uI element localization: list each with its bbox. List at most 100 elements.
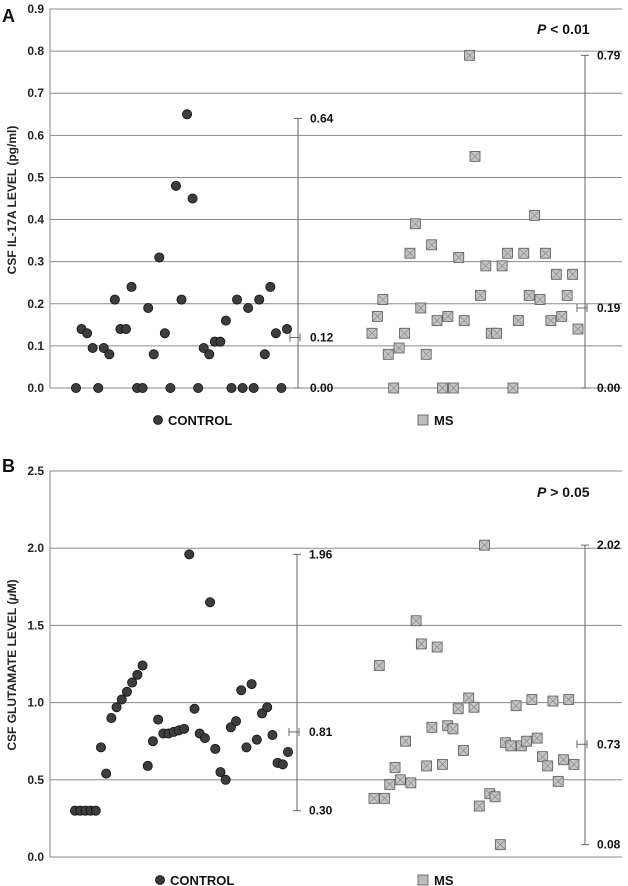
y-tick-label: 0.8: [27, 44, 44, 58]
ms-point: [529, 209, 541, 221]
ms-point: [534, 294, 546, 305]
control-point: [170, 180, 181, 191]
control-point: [189, 703, 200, 714]
ms-point: [373, 660, 385, 671]
panel-b-y-axis-label: CSF GLUTAMATE LEVEL (μM): [5, 579, 19, 750]
y-tick-label: 0.3: [27, 255, 44, 269]
ms-point: [382, 348, 394, 360]
control-point: [93, 382, 104, 393]
ms-point: [366, 327, 378, 339]
ms-point: [567, 268, 578, 280]
ms-point: [540, 247, 551, 259]
range-min-label: 0.00: [597, 381, 621, 395]
control-point: [220, 774, 231, 785]
y-tick-label: 0.7: [27, 86, 44, 100]
panel-b-label: B: [2, 456, 15, 476]
control-point: [215, 767, 226, 778]
panel-a-y-axis-label: CSF IL-17A LEVEL (pg/ml): [5, 126, 19, 275]
panel-b-y-ticks: 0.0 0.5 1.0 1.5 2.0 2.5: [27, 464, 44, 864]
control-point: [241, 742, 252, 753]
control-point: [121, 686, 132, 697]
panel-a-range-annotations: 0.64 0.12 0.00 0.79 0.19 0.00: [289, 48, 621, 395]
ms-point: [379, 792, 390, 804]
ms-point: [545, 315, 557, 327]
ms-point: [384, 779, 396, 790]
ms-point: [523, 289, 535, 301]
control-point: [215, 336, 226, 347]
ms-point: [479, 539, 490, 551]
ms-point: [526, 694, 538, 705]
ms-point: [415, 302, 427, 314]
ms-point: [393, 342, 405, 354]
control-point: [120, 324, 131, 335]
control-point: [193, 382, 204, 393]
ms-point: [420, 348, 432, 360]
ms-point: [510, 700, 522, 712]
control-point: [95, 742, 106, 753]
ms-point: [409, 218, 421, 230]
control-point: [276, 382, 287, 393]
ms-point: [410, 615, 422, 627]
range-min-label: 0.30: [309, 804, 333, 818]
control-point: [237, 382, 248, 393]
legend-control-label: CONTROL: [170, 873, 234, 886]
control-point: [231, 716, 242, 727]
control-point: [98, 342, 109, 353]
ms-point: [547, 695, 559, 707]
control-point: [204, 349, 215, 360]
control-point: [137, 660, 148, 671]
range-max-label: 1.96: [309, 547, 333, 561]
ms-point: [491, 327, 503, 339]
y-tick-label: 0.0: [27, 381, 44, 395]
control-point: [248, 382, 259, 393]
control-point: [210, 743, 221, 754]
panel-a-legend: CONTROL MS: [153, 413, 454, 428]
ms-point: [394, 774, 406, 786]
ms-point: [388, 382, 400, 394]
range-max-label: 2.02: [597, 538, 621, 552]
control-point: [226, 382, 237, 393]
control-point: [109, 294, 120, 305]
ms-point: [399, 327, 410, 339]
ms-point: [389, 762, 401, 773]
ms-point: [489, 791, 501, 803]
control-point: [87, 342, 98, 353]
y-tick-label: 0.1: [27, 339, 44, 353]
control-point: [184, 549, 195, 560]
ms-point: [542, 760, 554, 772]
control-point: [165, 382, 176, 393]
panel-b-points: [70, 539, 580, 851]
control-point: [90, 805, 101, 816]
ms-point: [463, 692, 475, 704]
ms-point: [507, 382, 519, 394]
control-point: [267, 730, 278, 741]
panel-b-legend: CONTROL MS: [155, 873, 454, 886]
control-point: [111, 702, 122, 713]
legend-control-marker: [153, 415, 163, 425]
ms-point: [563, 694, 575, 705]
ms-point: [442, 311, 454, 322]
panel-a-points: [71, 49, 584, 394]
ms-point: [426, 239, 438, 251]
range-min-label: 0.00: [310, 381, 334, 395]
legend-ms-label: MS: [434, 413, 454, 428]
control-point: [251, 734, 262, 745]
control-point: [259, 349, 270, 360]
ms-point: [568, 758, 580, 770]
ms-point: [572, 323, 584, 335]
y-tick-label: 0.4: [27, 213, 44, 227]
panel-a-gridlines: [49, 8, 622, 389]
panel-a: A 0.0 0.1 0.2 0.3 0.4 0.5 0.6 0.7 0.8 0.9 CSF IL-…: [2, 2, 622, 428]
ms-point: [512, 315, 524, 327]
y-tick-label: 0.6: [27, 128, 44, 142]
panel-b-range-annotations: 1.96 0.81 0.30 2.02 0.73 0.08: [288, 538, 621, 852]
range-max-label: 0.64: [310, 111, 334, 125]
control-point: [205, 597, 216, 608]
control-point: [187, 193, 198, 204]
ms-point: [421, 760, 433, 772]
ms-point: [431, 641, 443, 653]
y-tick-label: 1.0: [27, 696, 44, 710]
control-point: [254, 294, 265, 305]
ms-point: [458, 745, 469, 756]
legend-ms-marker: [417, 874, 429, 886]
